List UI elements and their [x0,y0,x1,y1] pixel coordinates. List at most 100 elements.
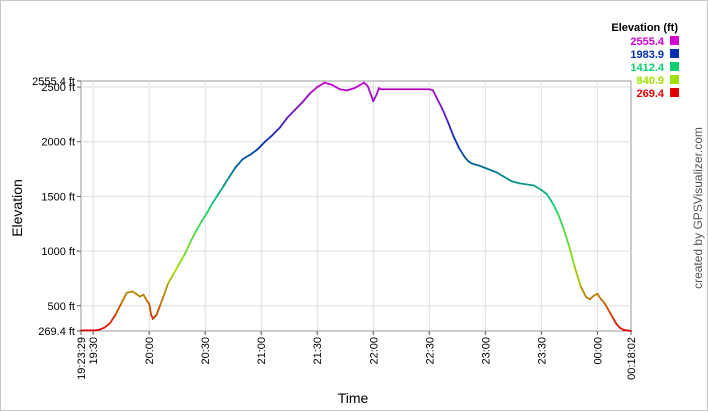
elevation-segment [114,302,123,316]
elevation-segment [264,134,274,143]
x-tick-label: 20:30 [200,337,212,365]
elevation-segment [607,309,614,318]
elevation-segment [217,184,225,196]
elevation-segment [206,202,214,214]
elevation-segment [615,322,621,329]
legend-swatch [670,75,679,84]
x-tick-label: 23:00 [480,337,492,365]
elevation-segment [574,266,582,287]
x-tick-label: 21:30 [312,337,324,365]
elevation-segment [148,302,152,316]
elevation-segment [562,228,571,248]
elevation-segment [540,188,548,196]
plot-area [80,80,632,332]
elevation-segment [478,164,487,169]
elevation-segment [109,313,117,325]
elevation-segment [271,126,281,137]
elevation-segment [510,180,520,185]
elevation-segment [484,167,492,172]
y-tick-label: 2500 ft [41,82,75,94]
elevation-segment [489,169,498,174]
elevation-segment [495,171,505,178]
elevation-segment [142,293,149,303]
elevation-segment [308,86,319,95]
legend-value: 1412.4 [630,62,665,74]
elevation-segment [626,329,632,332]
credit-text: created by GPSVisualizer.com [691,127,705,289]
elevation-segment [603,302,610,312]
legend-swatch [670,88,679,97]
x-axis-ticks: 19:23:29 19:30 20:00 20:30 21:00 21:30 22:00 22… [76,331,638,380]
elevation-segment [166,273,175,285]
x-tick-label: 23:30 [536,337,548,365]
legend-value: 840.9 [636,75,664,87]
elevation-segment [293,101,304,111]
elevation-segment [183,241,192,256]
elevation-segment [163,283,169,296]
elevation-segment [316,81,326,88]
elevation-segment [211,193,220,204]
elevation-segment [600,298,606,305]
elevation-segment [546,193,554,204]
elevation-segment [249,148,259,156]
legend-swatch [670,62,679,71]
elevation-segment [241,153,251,161]
x-tick-label: 22:30 [424,337,436,365]
elevation-segment [551,202,560,215]
elevation-segment [286,109,296,119]
elevation-segment [452,135,461,150]
y-tick-label: 2555.4 ft [32,76,75,88]
elevation-segment [159,293,166,306]
elevation-segment [189,230,197,244]
elevation-segment [125,290,134,294]
x-tick-label: 19:23:29 [76,337,88,380]
elevation-segment [579,285,588,298]
elevation-segment [611,315,617,325]
x-tick-label: 00:18:02 [626,337,638,380]
elevation-segment [155,303,162,316]
x-tick-label: 20:00 [144,337,156,365]
x-tick-label: 21:00 [256,337,268,365]
elevation-segment [97,326,106,331]
elevation-segment [228,167,236,178]
x-axis-title: Time [338,390,369,406]
y-tick-label: 1500 ft [41,191,75,203]
elevation-segment [596,292,602,301]
elevation-segment [346,87,356,92]
elevation-segment [338,88,349,92]
y-tick-label: 269.4 ft [38,326,75,338]
elevation-segment [301,92,311,104]
elevation-segment [222,175,231,187]
elevation-segment [194,220,203,233]
elevation-segment [323,81,334,86]
elevation-segment [120,291,128,305]
elevation-segment [278,116,289,129]
elevation-segment [458,147,466,158]
elevation-segment [256,140,266,151]
y-tick-label: 2000 ft [41,137,75,149]
elevation-line [80,81,632,332]
legend-value: 1983.9 [630,49,664,61]
x-tick-label: 00:00 [592,337,604,365]
y-axis-title: Elevation [9,179,25,237]
elevation-segment [376,87,380,95]
elevation-segment [557,213,565,231]
elevation-segment [178,253,186,266]
elevation-segment [92,328,100,332]
legend-value: 269.4 [636,88,664,100]
legend-title: Elevation (ft) [611,22,678,34]
elevation-segment [353,83,362,90]
elevation-segment [172,263,180,275]
elevation-segment [503,175,513,183]
legend-value: 2555.4 [630,36,665,48]
elevation-segment [331,83,341,91]
elevation-segment [152,313,158,320]
elevation-segment [447,121,455,138]
y-axis-ticks: 269.4 ft 500 ft 1000 ft 1500 ft 2000 ft 2500 … [32,76,81,338]
elevation-segment [103,322,111,329]
legend-swatch [670,49,679,58]
x-tick-label: 19:30 [88,337,100,365]
